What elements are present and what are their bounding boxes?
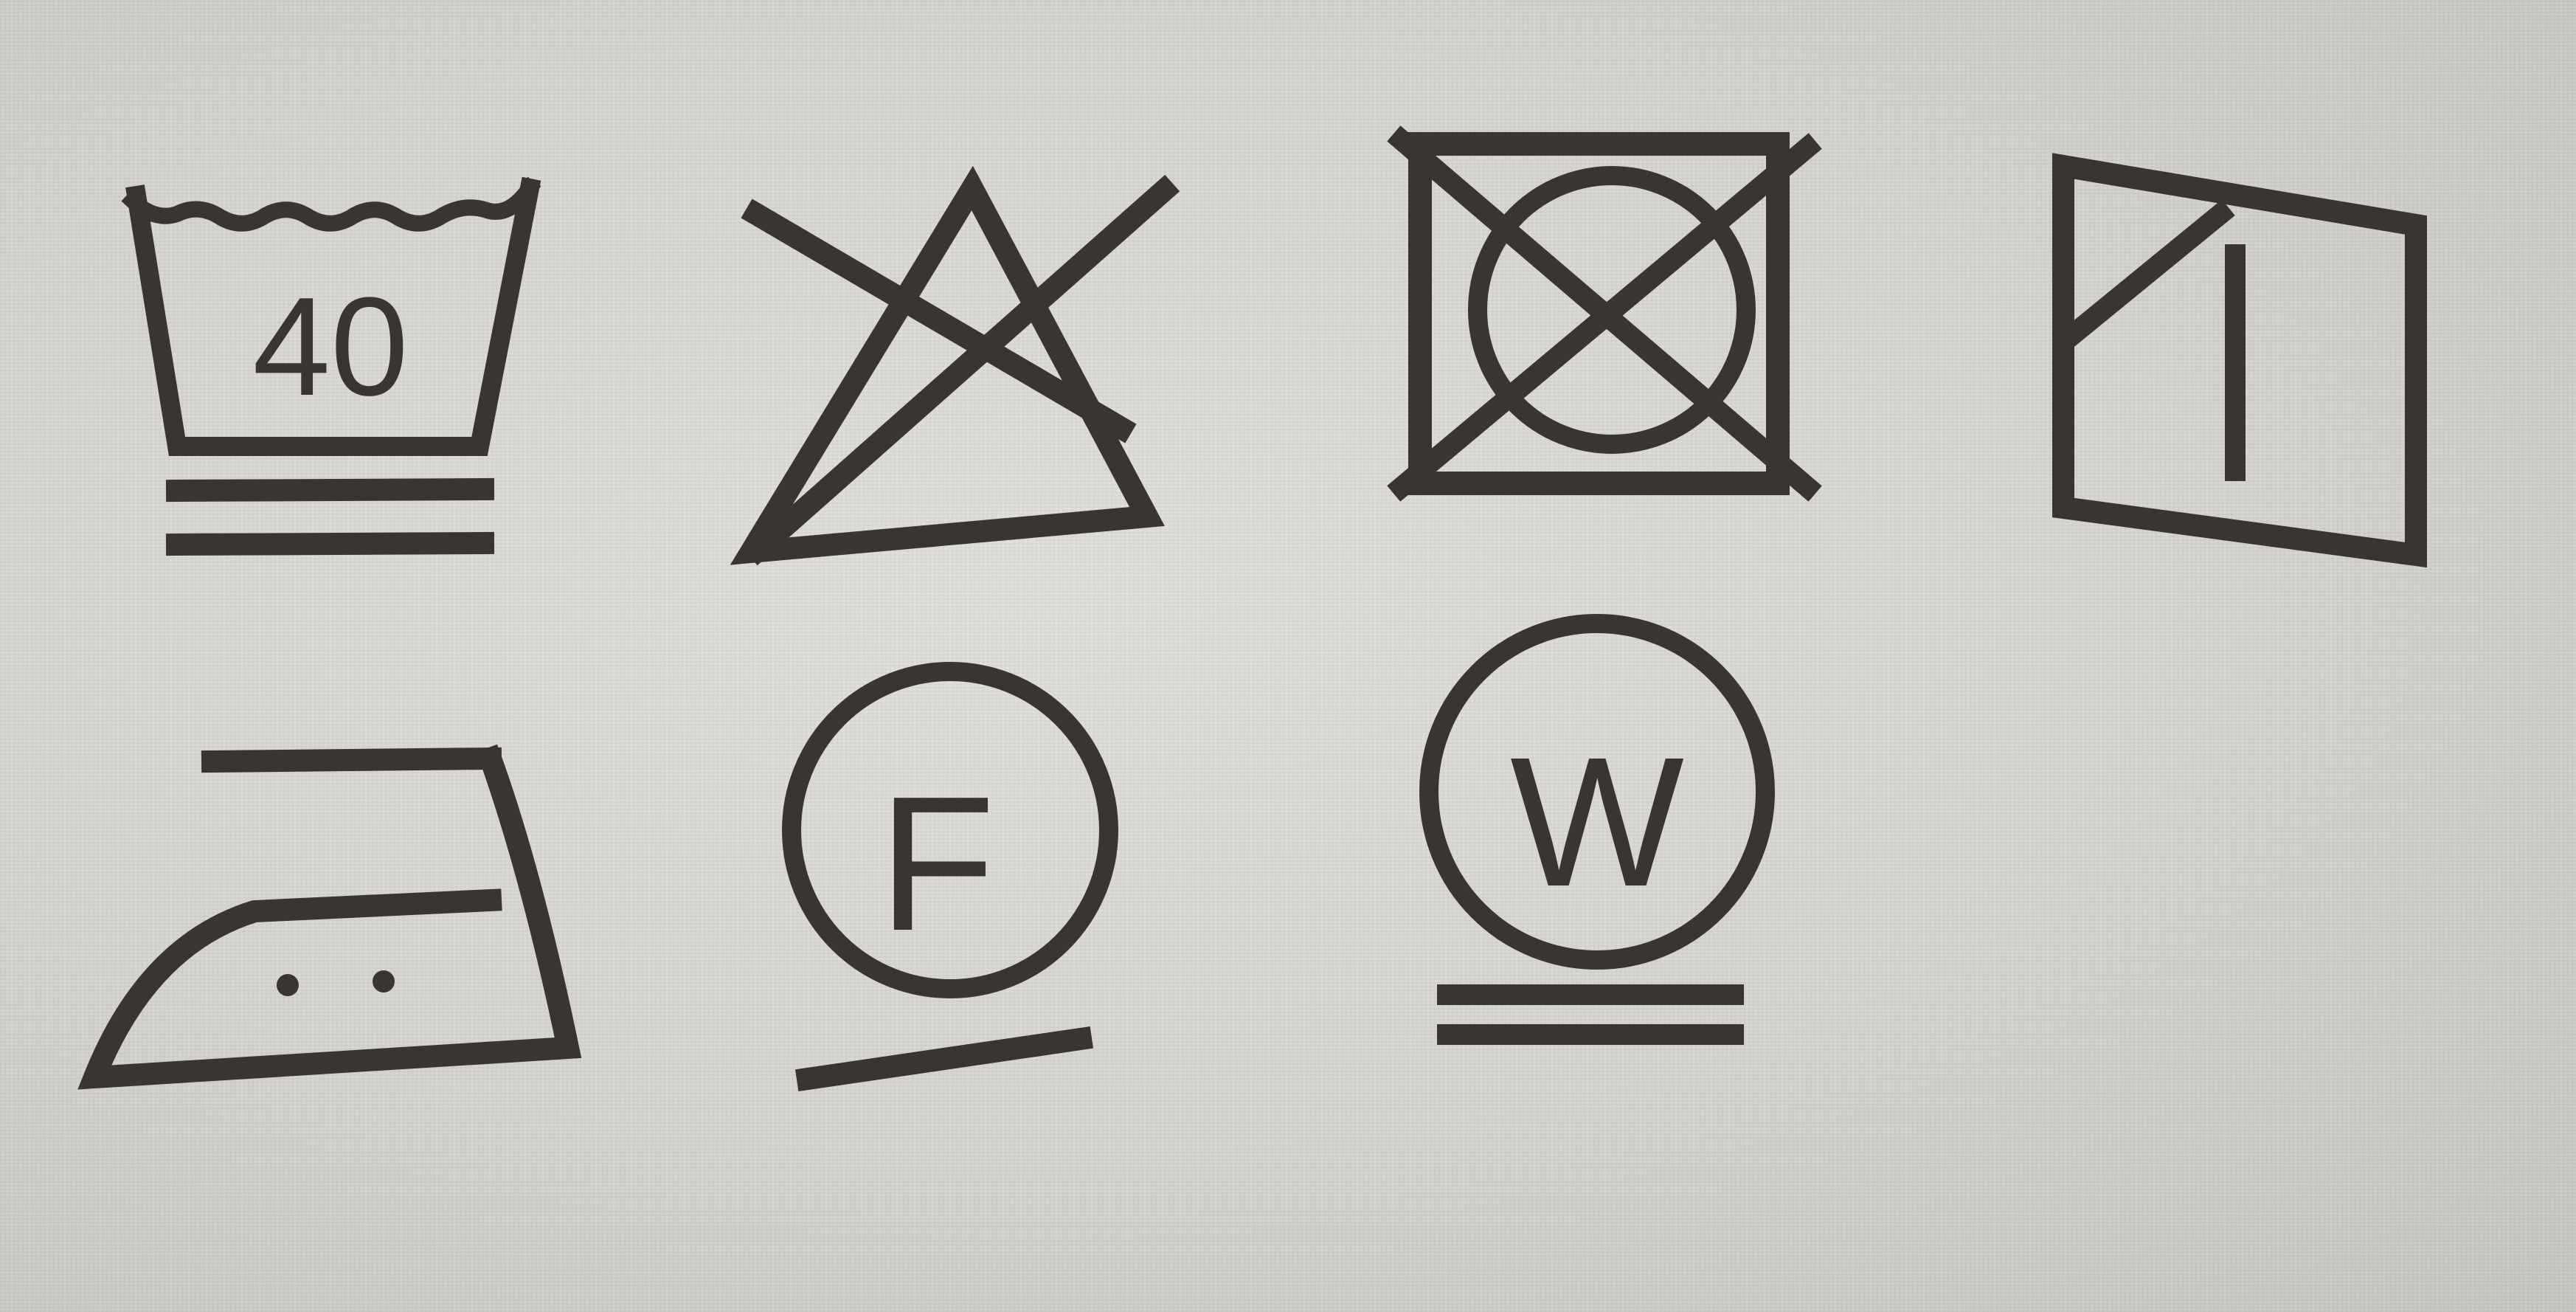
do-not-tumble-dry-icon: [1387, 125, 1822, 502]
dry-clean-letter: F: [879, 757, 996, 971]
iron-two-dots-icon: [77, 744, 582, 1090]
professional-dry-clean-f-icon: F: [782, 662, 1118, 1092]
iron-dot-1: [277, 974, 299, 996]
professional-wet-clean-w-icon: W: [1419, 614, 1775, 1045]
drip-dry-shade-icon: [2052, 153, 2427, 568]
wet-clean-letter: W: [1510, 719, 1684, 925]
iron-dot-2: [373, 970, 395, 992]
washtub-40-very-mild-icon: 40: [121, 176, 541, 556]
wash-temperature-text: 40: [252, 269, 408, 425]
do-not-bleach-icon: [730, 165, 1180, 566]
